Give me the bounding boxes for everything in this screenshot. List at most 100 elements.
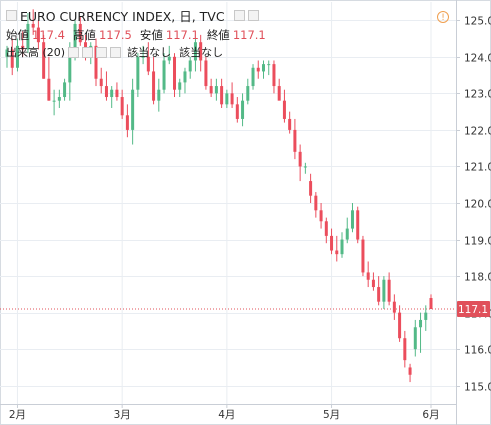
candle-body — [173, 56, 177, 90]
candle-body — [125, 115, 129, 130]
candle-body — [282, 100, 286, 119]
candle-body — [31, 23, 35, 28]
candle-body — [94, 45, 98, 79]
candle-body — [413, 327, 417, 350]
candle-body — [136, 56, 140, 90]
plus-icon[interactable] — [96, 46, 108, 58]
candle-body — [162, 60, 166, 90]
candle-body — [241, 100, 245, 119]
candle-body — [47, 78, 51, 101]
settings-icon[interactable] — [82, 46, 94, 58]
volume-value-2: 該当なし — [179, 46, 224, 59]
candle-body — [57, 97, 61, 101]
low-value: 117.1 — [165, 28, 199, 42]
candle-body — [256, 67, 260, 72]
candle-body — [424, 312, 428, 320]
alert-icon[interactable]: ! — [437, 11, 449, 23]
candle-body — [298, 151, 302, 167]
candle-body — [146, 56, 150, 72]
candle-body — [277, 86, 281, 101]
candle-body — [261, 64, 265, 72]
y-tick-label: 125.0 — [464, 16, 491, 28]
volume-value-1: 該当なし — [127, 46, 172, 59]
candle-body — [141, 56, 145, 58]
candle-body — [398, 312, 402, 339]
candle-body — [10, 49, 14, 68]
last-price-label: 117.1 — [458, 304, 488, 316]
high-value: 117.5 — [98, 28, 132, 42]
legend-volume-row: 出来高 (20) 該当なし 該当なし — [6, 44, 226, 60]
candle-body — [235, 104, 239, 119]
candle-body — [324, 221, 328, 236]
candle-body — [230, 93, 234, 105]
candle-body — [78, 23, 82, 43]
y-tick-label: 116.0 — [464, 345, 491, 357]
candle-body — [366, 272, 370, 280]
candle-body — [408, 367, 412, 375]
candle-body — [199, 42, 203, 61]
candle-body — [314, 195, 318, 211]
candle-body — [382, 279, 386, 302]
candle-body — [131, 89, 135, 130]
candle-body — [110, 89, 114, 98]
refresh-icon[interactable] — [247, 10, 259, 21]
candle-body — [246, 86, 250, 101]
candle-body — [209, 86, 213, 94]
candle-body — [21, 45, 25, 50]
y-tick-label: 121.0 — [464, 162, 491, 174]
candle-body — [52, 100, 56, 102]
candle-body — [309, 181, 313, 196]
candle-body — [429, 298, 433, 309]
candle-body — [99, 78, 103, 87]
candle-body — [104, 86, 108, 98]
candle-body — [220, 86, 224, 105]
candle-body — [214, 86, 218, 94]
candle-body — [419, 319, 423, 328]
candle-body — [340, 239, 344, 255]
candle-body — [356, 210, 360, 240]
close-value: 117.1 — [232, 28, 266, 42]
eye-icon[interactable] — [68, 46, 80, 58]
high-label: 高値 — [72, 28, 96, 42]
low-label: 安値 — [139, 28, 163, 42]
legend-ohlc-row: 始値 117.4 高値 117.5 安値 117.1 終値 117.1 — [6, 27, 274, 43]
open-label: 始値 — [6, 28, 29, 42]
candle-body — [5, 49, 9, 57]
last-price-badge — [457, 300, 490, 317]
legend-symbol-row: EURO CURRENCY INDEX, 日, TVC — [6, 6, 262, 25]
candle-body — [392, 301, 396, 313]
candle-body — [15, 45, 19, 68]
close-label: 終値 — [206, 28, 230, 42]
candle-body — [26, 23, 30, 50]
candle-body — [157, 89, 161, 101]
y-tick-label: 123.0 — [464, 89, 491, 101]
candle-body — [204, 60, 208, 87]
candle-body — [371, 279, 375, 288]
x-tick-label: 4月 — [218, 409, 235, 421]
x-tick-label: 6月 — [422, 409, 439, 421]
volume-label: 出来高 (20) — [6, 46, 66, 59]
candle-body — [167, 56, 171, 61]
candle-body — [377, 287, 381, 302]
candle-body — [115, 89, 119, 98]
open-value: 117.4 — [32, 28, 65, 42]
settings-icon[interactable] — [233, 10, 245, 21]
close-icon[interactable] — [110, 46, 122, 58]
x-tick-label: 2月 — [9, 409, 26, 421]
symbol-title: EURO CURRENCY INDEX, 日, TVC — [20, 9, 225, 24]
candle-body — [183, 71, 187, 83]
candle-body — [120, 97, 124, 116]
x-tick-label: 3月 — [114, 409, 131, 421]
candle-body — [350, 210, 354, 229]
candle-body — [68, 56, 72, 83]
candle-body — [319, 210, 323, 222]
y-tick-label: 119.0 — [464, 236, 491, 248]
collapse-icon[interactable] — [6, 10, 17, 21]
candle-body — [403, 338, 407, 361]
candle-body — [330, 235, 334, 251]
candle-body — [225, 93, 229, 105]
candle-body — [63, 82, 67, 98]
